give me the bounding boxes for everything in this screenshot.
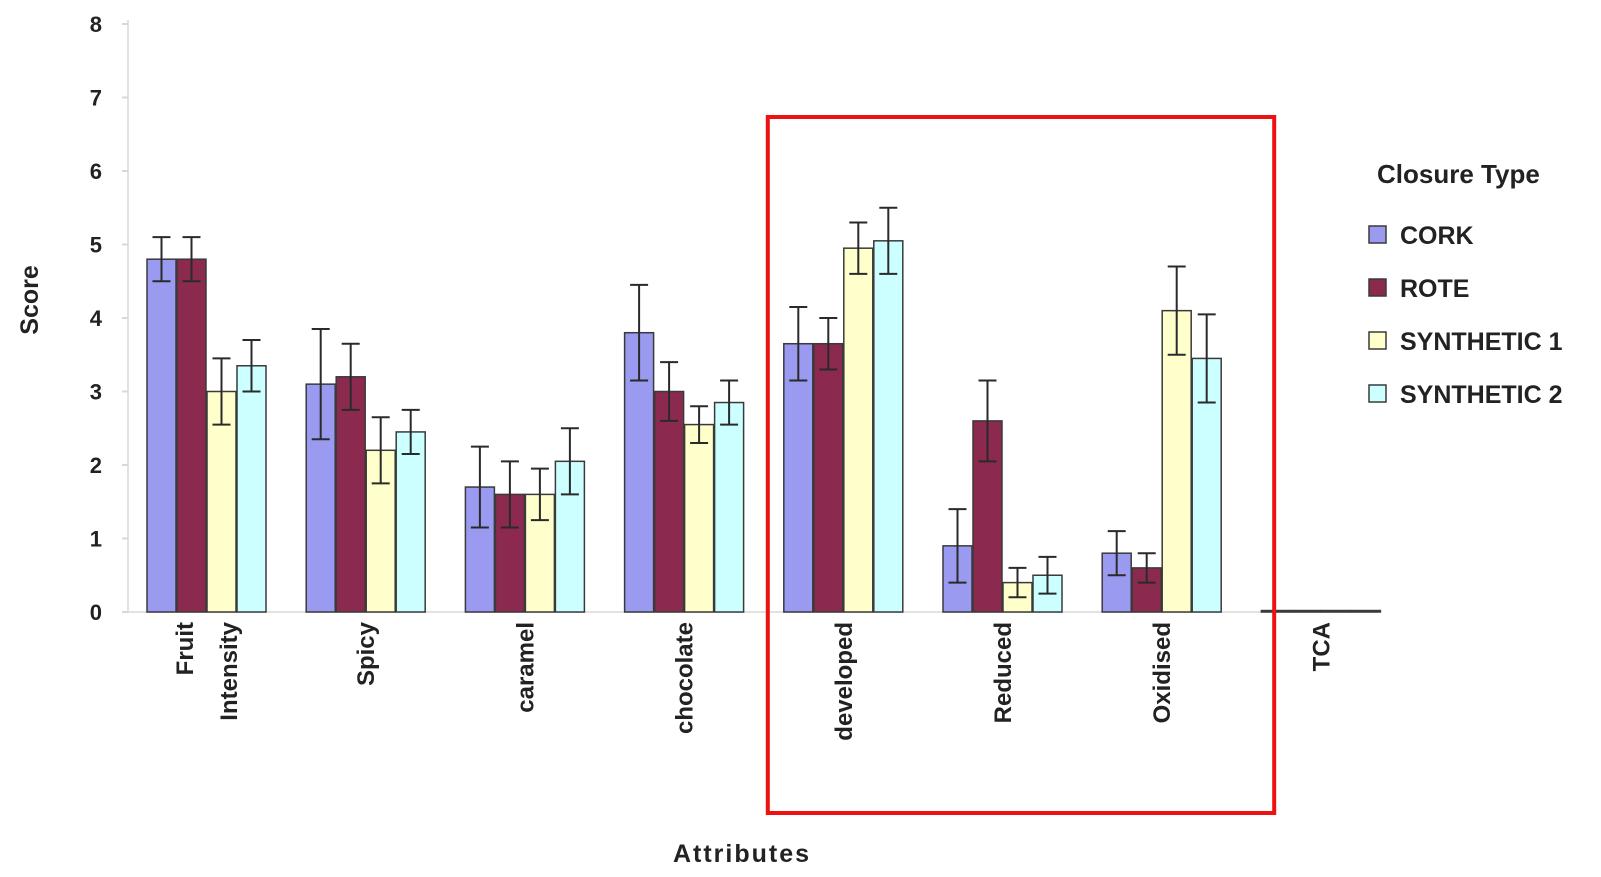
x-tick-label: TCA <box>1308 622 1335 671</box>
y-tick-label: 2 <box>90 453 102 478</box>
bar-synthetic-1-developed <box>843 247 874 613</box>
y-tick-label: 3 <box>90 380 102 405</box>
legend-label-rote: ROTE <box>1400 275 1469 303</box>
x-axis-title: Attributes <box>673 840 811 868</box>
bar-synthetic-2-tca <box>1350 609 1382 613</box>
x-tick-label: Fruit <box>172 622 199 675</box>
legend-title: Closure Type <box>1377 159 1540 189</box>
highlight-box <box>765 115 1277 815</box>
x-tick-label: chocolate <box>672 622 699 734</box>
y-tick-label: 1 <box>90 527 102 552</box>
bar-synthetic-1-tca <box>1320 609 1352 613</box>
bar-synthetic-2-spicy <box>395 431 426 613</box>
y-tick-label: 4 <box>90 306 103 331</box>
legend-label-synthetic-2: SYNTHETIC 2 <box>1400 381 1563 409</box>
x-tick-label: Oxidised <box>1149 622 1176 723</box>
x-tick-label: Reduced <box>990 622 1017 723</box>
y-tick-label: 0 <box>90 600 102 625</box>
bars-group <box>146 206 1382 613</box>
x-tick-label: Spicy <box>353 621 380 686</box>
x-tick-label: developed <box>831 622 858 741</box>
legend-swatch-synthetic-1 <box>1368 331 1387 350</box>
bar-synthetic-1-oxidised <box>1161 309 1192 613</box>
bar-synthetic-2-fruit-intensity <box>236 365 267 613</box>
y-tick-label: 7 <box>90 86 102 111</box>
legend: Closure Type CORK ROTE SYNTHETIC 1 SYNTHETI… <box>1368 159 1563 409</box>
bar-synthetic-1-fruit-intensity <box>206 390 237 613</box>
category-labels-group: Fruit Intensity Spicy caramel chocolate devel… <box>172 621 1335 740</box>
x-tick-label: caramel <box>512 622 539 713</box>
bar-synthetic-1-chocolate <box>683 423 715 613</box>
bar-synthetic-2-chocolate <box>713 401 745 613</box>
bar-cork-developed <box>783 342 814 613</box>
legend-label-synthetic-1: SYNTHETIC 1 <box>1400 328 1563 356</box>
y-tick-label: 8 <box>90 12 102 37</box>
bar-rote-tca <box>1290 609 1322 613</box>
bar-synthetic-2-developed <box>873 240 904 613</box>
legend-swatch-cork <box>1368 225 1387 244</box>
y-axis-title: Score <box>16 265 44 335</box>
y-tick-label: 5 <box>90 233 102 258</box>
legend-swatch-synthetic-2 <box>1368 384 1387 403</box>
legend-label-cork: CORK <box>1400 222 1474 250</box>
bar-rote-developed <box>813 342 844 613</box>
x-tick-label: Intensity <box>216 621 243 720</box>
y-tick-label: 6 <box>90 159 102 184</box>
legend-swatch-rote <box>1368 278 1387 297</box>
bar-rote-fruit-intensity <box>176 258 207 613</box>
bar-rote-spicy <box>335 376 366 613</box>
bar-rote-chocolate <box>653 390 685 613</box>
bar-cork-fruit-intensity <box>146 258 177 613</box>
